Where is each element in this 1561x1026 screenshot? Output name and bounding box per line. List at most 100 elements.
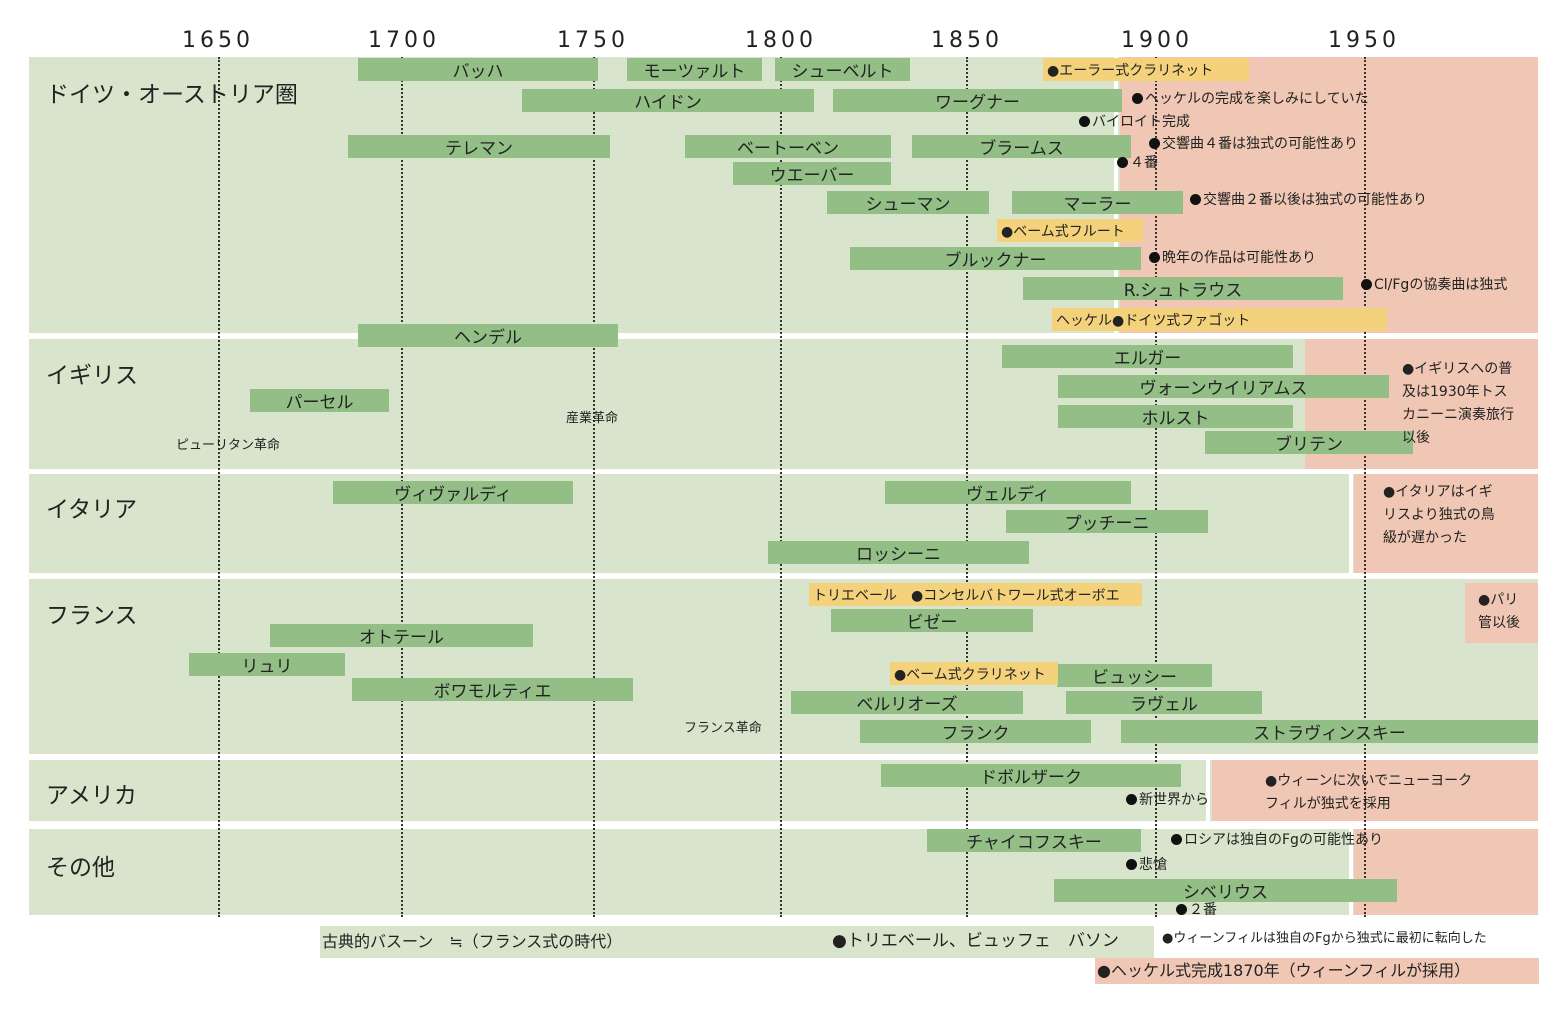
note-line: 級が遅かった xyxy=(1383,530,1467,546)
instrument-bar-heckel-fagott: ヘッケル●ドイツ式ファゴット xyxy=(1052,308,1387,331)
composer-bar-vivaldi: ヴィヴァルディ xyxy=(333,481,573,504)
note-text: 交響曲４番は独式の可能性あり xyxy=(1162,136,1358,152)
composer-bar-weber: ウエーバー xyxy=(733,162,891,185)
note-bayreuth: バイロイト完成 xyxy=(1079,112,1190,132)
region-label-america: アメリカ xyxy=(46,783,137,809)
divider xyxy=(1349,474,1353,573)
note-line: ●イギリスへの普 xyxy=(1402,361,1513,377)
axis-tick-1850: 1850 xyxy=(931,28,1003,53)
note-text: ４番 xyxy=(1130,155,1158,171)
axis-tick-1800: 1800 xyxy=(745,28,817,53)
note-text: 交響曲２番以後は独式の可能性あり xyxy=(1203,192,1427,208)
composer-bar-holst: ホルスト xyxy=(1058,405,1293,428)
axis-tick-1900: 1900 xyxy=(1121,28,1193,53)
instrument-bar-conservatoire-oboe: トリエベール ●コンセルバトワール式オーボエ xyxy=(809,583,1142,606)
axis-tick-1700: 1700 xyxy=(368,28,440,53)
note-bruckner-late: 晩年の作品は可能性あり xyxy=(1149,248,1316,268)
axis-tick-1750: 1750 xyxy=(557,28,629,53)
note-italy-adoption: ●イタリアはイギ リスより独式の鳥 級が遅かった xyxy=(1383,481,1495,550)
bullet-icon xyxy=(1126,794,1137,805)
composer-bar-wagner: ワーグナー xyxy=(833,89,1122,112)
region-label-other: その他 xyxy=(46,855,115,881)
note-text: 新世界から xyxy=(1139,792,1209,808)
composer-bar-ravel: ラヴェル xyxy=(1066,691,1262,714)
note-line: 及は1930年トス xyxy=(1402,384,1508,400)
composer-bar-britten: ブリテン xyxy=(1205,431,1413,454)
composer-bar-brahms: ブラームス xyxy=(912,135,1131,158)
event-puritan-revolution: ピューリタン革命 xyxy=(176,438,281,453)
composer-bar-hotteterre: オトテール xyxy=(270,624,533,647)
composer-bar-mahler: マーラー xyxy=(1012,191,1183,214)
composer-bar-dvorak: ドボルザーク xyxy=(881,764,1181,787)
legend-french-makers: ●トリエベール、ビュッフェ バソン xyxy=(832,931,1119,951)
gridline-1650 xyxy=(218,57,220,917)
bullet-icon xyxy=(1176,904,1187,915)
composer-bar-schubert: シューベルト xyxy=(775,58,910,81)
composer-bar-franck: フランク xyxy=(860,720,1091,743)
note-america-adoption: ●ウィーンに次いでニューヨーク フィルが独式を採用 xyxy=(1265,770,1472,816)
divider xyxy=(1206,760,1210,821)
composer-bar-tchaikovsky: チャイコフスキー xyxy=(927,829,1141,852)
composer-bar-bruckner: ブルックナー xyxy=(850,247,1141,270)
note-text: 晩年の作品は可能性あり xyxy=(1162,250,1316,266)
composer-bar-schumann: シューマン xyxy=(827,191,989,214)
era-german-america xyxy=(1212,760,1538,821)
note-no4: ４番 xyxy=(1117,153,1158,173)
composer-bar-rossini: ロッシーニ xyxy=(768,541,1029,564)
axis-tick-1950: 1950 xyxy=(1328,28,1400,53)
note-line: 管以後 xyxy=(1478,615,1520,631)
bullet-icon xyxy=(1361,279,1372,290)
composer-bar-stravinsky: ストラヴィンスキー xyxy=(1121,720,1538,743)
legend-heckel-era xyxy=(1095,958,1539,984)
event-french-revolution: フランス革命 xyxy=(684,721,762,736)
composer-bar-verdi: ヴェルディ xyxy=(885,481,1131,504)
bullet-icon xyxy=(1126,859,1137,870)
note-cl-fg: Cl/Fgの協奏曲は独式 xyxy=(1361,275,1507,295)
note-text: Cl/Fgの協奏曲は独式 xyxy=(1374,277,1508,293)
note-text: ロシアは独自のFgの可能性あり xyxy=(1184,832,1383,848)
note-line: 以後 xyxy=(1402,430,1430,446)
bullet-icon xyxy=(1149,252,1160,263)
axis-tick-1650: 1650 xyxy=(182,28,254,53)
divider xyxy=(1349,829,1353,915)
instrument-bar-oehler-clarinet: ●エーラー式クラリネット xyxy=(1043,58,1249,81)
composer-bar-haydn: ハイドン xyxy=(522,89,814,112)
composer-bar-purcell: パーセル xyxy=(250,389,389,412)
composer-bar-boismortier: ボワモルティエ xyxy=(352,678,633,701)
composer-bar-vaughan-williams: ヴォーンウイリアムス xyxy=(1058,375,1389,398)
composer-bar-puccini: プッチーニ xyxy=(1006,510,1208,533)
bullet-icon xyxy=(1132,93,1143,104)
note-france-adoption: ●パリ 管以後 xyxy=(1478,589,1520,635)
legend-classic-text: 古典的バスーン ≒（フランス式の時代） xyxy=(322,932,623,951)
gridline-1750 xyxy=(593,57,595,917)
gridline-1800 xyxy=(780,57,782,917)
note-line: フィルが独式を採用 xyxy=(1265,796,1391,812)
composer-bar-handel: ヘンデル xyxy=(358,324,618,347)
composer-bar-bizet: ビゼー xyxy=(831,609,1033,632)
note-text: ヘッケルの完成を楽しみにしていた xyxy=(1145,91,1369,107)
instrument-bar-boehm-flute: ●ベーム式フルート xyxy=(997,219,1143,242)
legend-classic-era xyxy=(320,926,1154,958)
legend-vienna-note: ●ウィーンフィルは独自のFgから独式に最初に転向した xyxy=(1162,931,1487,946)
note-mahler-sym2: 交響曲２番以後は独式の可能性あり xyxy=(1190,190,1427,210)
region-label-france: フランス xyxy=(46,603,138,629)
note-new-world: 新世界から xyxy=(1126,790,1209,810)
note-line: ●ウィーンに次いでニューヨーク xyxy=(1265,773,1473,789)
composer-bar-lully: リュリ xyxy=(189,653,345,676)
note-brahms-sym4: 交響曲４番は独式の可能性あり xyxy=(1149,134,1358,154)
region-label-germany: ドイツ・オーストリア圏 xyxy=(46,82,298,108)
composer-bar-elgar: エルガー xyxy=(1002,345,1293,368)
note-text: ２番 xyxy=(1189,902,1217,918)
bullet-icon xyxy=(1171,834,1182,845)
composer-bar-debussy: ビュッシー xyxy=(1057,664,1212,687)
bullet-icon xyxy=(1149,138,1160,149)
instrument-bar-boehm-clarinet: ●ベーム式クラリネット xyxy=(890,662,1058,685)
bullet-icon xyxy=(1190,194,1201,205)
gridline-1950 xyxy=(1364,57,1366,917)
note-line: リスより独式の鳥 xyxy=(1383,507,1495,523)
note-text: バイロイト完成 xyxy=(1092,114,1190,130)
note-no2: ２番 xyxy=(1176,900,1217,920)
note-line: ●パリ xyxy=(1478,592,1519,608)
event-industrial-revolution: 産業革命 xyxy=(566,411,619,426)
